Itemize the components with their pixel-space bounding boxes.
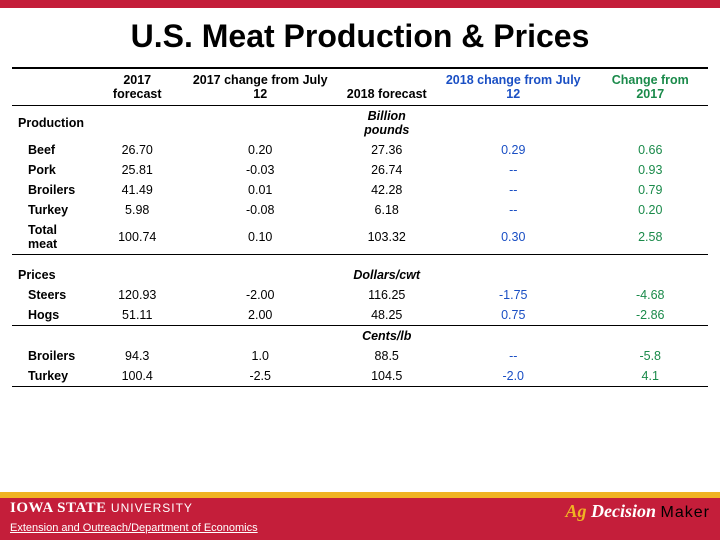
col-blank — [12, 68, 94, 106]
row-broilers: Broilers 41.49 0.01 42.28 -- 0.79 — [12, 180, 708, 200]
isu-logo: IOWA STATE UNIVERSITY — [10, 500, 193, 517]
isu-iowa: IOWA STATE — [10, 500, 107, 516]
cell: 0.29 — [434, 140, 593, 160]
extension-text: Extension and Outreach/Department of Eco… — [10, 522, 258, 534]
col-2017-forecast: 2017 forecast — [94, 68, 181, 106]
ag-decision-maker-logo: Ag Decision Maker — [566, 502, 710, 521]
spacer-row — [12, 255, 708, 265]
col-2017-change: 2017 change from July 12 — [181, 68, 340, 106]
col-change-from-2017: Change from 2017 — [593, 68, 709, 106]
section-prices: Prices Dollars/cwt — [12, 265, 708, 285]
unit-cents-lb-row: Cents/lb — [12, 325, 708, 346]
cell: 0.20 — [181, 140, 340, 160]
row-turkey: Turkey 5.98 -0.08 6.18 -- 0.20 — [12, 200, 708, 220]
row-steers: Steers 120.93 -2.00 116.25 -1.75 -4.68 — [12, 285, 708, 305]
row-label: Beef — [12, 140, 94, 160]
section-production: Production Billion pounds — [12, 106, 708, 141]
cell: 0.66 — [593, 140, 709, 160]
cell: 27.36 — [339, 140, 433, 160]
logo-decision: Decision — [591, 501, 656, 521]
unit-dollars-cwt: Dollars/cwt — [339, 265, 433, 285]
page-title: U.S. Meat Production & Prices — [0, 8, 720, 67]
row-hogs: Hogs 51.11 2.00 48.25 0.75 -2.86 — [12, 305, 708, 326]
red-footer: IOWA STATE UNIVERSITY Extension and Outr… — [0, 498, 720, 540]
header-stripe — [0, 0, 720, 8]
col-2018-forecast: 2018 forecast — [339, 68, 433, 106]
footer: IOWA STATE UNIVERSITY Extension and Outr… — [0, 492, 720, 540]
data-table-wrap: 2017 forecast 2017 change from July 12 2… — [0, 67, 720, 387]
cell: 26.70 — [94, 140, 181, 160]
logo-maker: Maker — [661, 504, 710, 521]
section-label: Production — [12, 106, 94, 141]
isu-univ: UNIVERSITY — [107, 501, 193, 515]
row-broilers2: Broilers 94.3 1.0 88.5 -- -5.8 — [12, 346, 708, 366]
row-turkey2: Turkey 100.4 -2.5 104.5 -2.0 4.1 — [12, 366, 708, 387]
row-pork: Pork 25.81 -0.03 26.74 -- 0.93 — [12, 160, 708, 180]
meat-table: 2017 forecast 2017 change from July 12 2… — [12, 67, 708, 387]
unit-billion-pounds: Billion pounds — [339, 106, 433, 141]
row-beef: Beef 26.70 0.20 27.36 0.29 0.66 — [12, 140, 708, 160]
logo-ag: Ag — [566, 501, 592, 521]
col-2018-change: 2018 change from July 12 — [434, 68, 593, 106]
row-total-meat: Total meat 100.74 0.10 103.32 0.30 2.58 — [12, 220, 708, 255]
